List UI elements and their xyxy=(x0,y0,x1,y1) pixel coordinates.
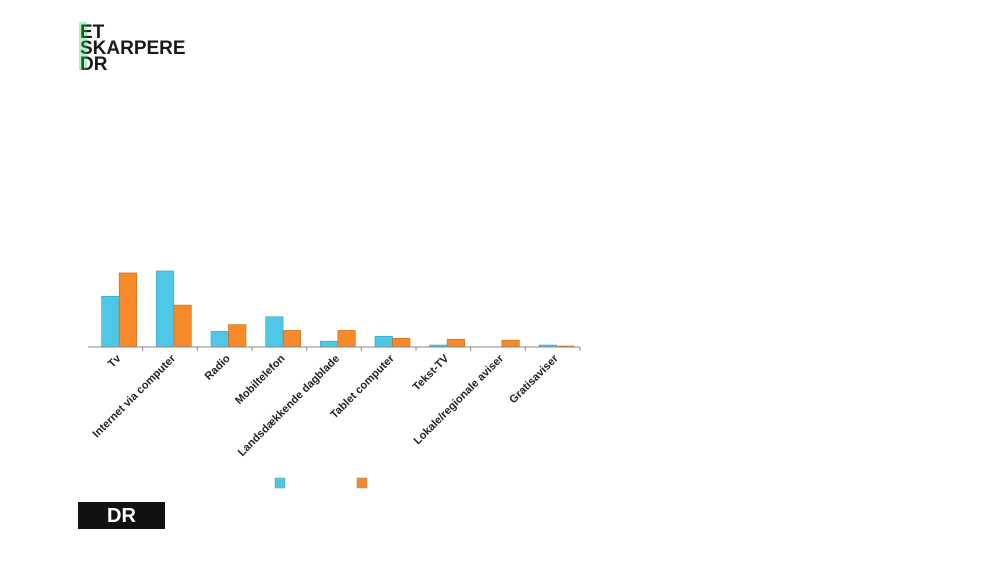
bar xyxy=(374,335,393,348)
bar xyxy=(337,330,356,348)
bar xyxy=(501,339,520,348)
bar xyxy=(156,270,175,348)
bar xyxy=(118,272,137,348)
bar xyxy=(446,338,465,348)
bar xyxy=(210,331,229,348)
dr-logo-text: DR xyxy=(107,505,136,527)
bar xyxy=(320,340,339,348)
bar xyxy=(282,330,301,348)
bar xyxy=(265,316,284,348)
bar xyxy=(101,295,120,348)
logo-line: DR xyxy=(80,54,108,75)
bar xyxy=(173,304,192,348)
legend-swatch xyxy=(356,477,368,489)
logo-line: ET xyxy=(80,22,105,43)
bar xyxy=(228,324,247,348)
logo-line: SKARPERE xyxy=(80,38,186,59)
legend-swatch xyxy=(274,477,286,489)
dr-logo-box xyxy=(78,502,165,529)
logo-accent xyxy=(79,22,87,70)
bar xyxy=(392,337,411,348)
